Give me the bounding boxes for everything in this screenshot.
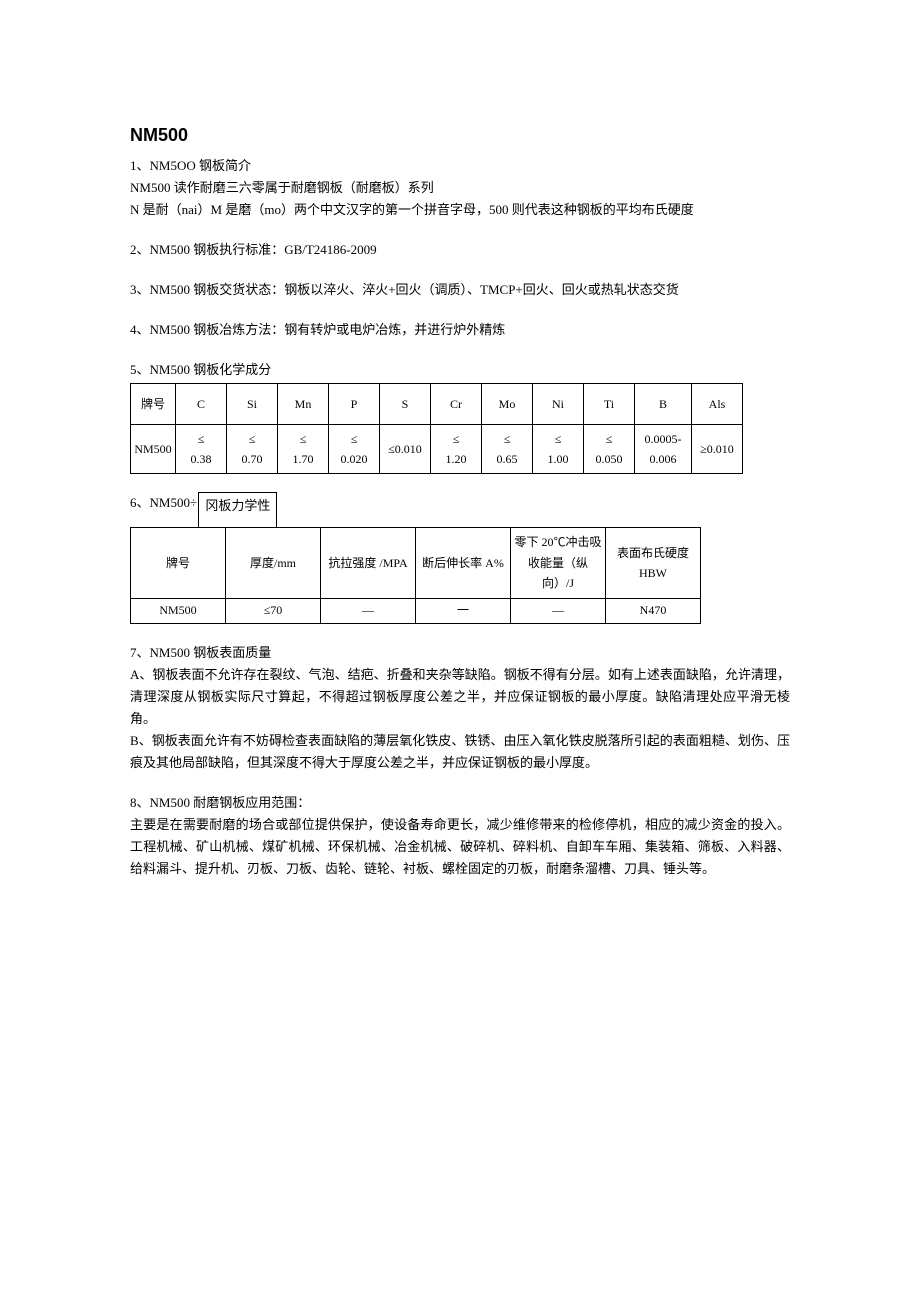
sec7-a: A、钢板表面不允许存在裂纹、气泡、结疤、折叠和夹杂等缺陷。钢板不得有分层。如有上…: [130, 664, 790, 730]
sec1-line1: NM500 读作耐磨三六零属于耐磨钢板（耐磨板）系列: [130, 177, 790, 199]
table-cell: ≤70: [226, 598, 321, 623]
table-header-cell: 零下 20℃冲击吸收能量（纵向）/J: [511, 528, 606, 598]
sec1-heading: 1、NM5OO 钢板简介: [130, 155, 790, 177]
sec6-boxtext: 冈板力学性: [198, 492, 277, 528]
sec6-heading-wrap: 6、NM500÷ 冈板力学性: [130, 492, 790, 528]
sec4: 4、NM500 钢板冶炼方法：钢有转炉或电炉冶炼，并进行炉外精炼: [130, 319, 790, 341]
table-cell: —: [511, 598, 606, 623]
table-row: NM500≤70—一—N470: [131, 598, 701, 623]
table-cell: ≤0.050: [584, 425, 635, 474]
table-header-row: 牌号CSiMnPSCrMoNiTiBAls: [131, 384, 743, 425]
table-header-cell: 表面布氏硬度 HBW: [606, 528, 701, 598]
sec5-heading: 5、NM500 钢板化学成分: [130, 359, 790, 381]
table-header-cell: S: [380, 384, 431, 425]
table-cell: NM500: [131, 598, 226, 623]
table-cell: 一: [416, 598, 511, 623]
mechanical-properties-table: 牌号厚度/mm抗拉强度 /MPA断后伸长率 A%零下 20℃冲击吸收能量（纵向）…: [130, 527, 701, 623]
table-header-cell: Si: [227, 384, 278, 425]
table-header-cell: P: [329, 384, 380, 425]
table-cell: ≤1.20: [431, 425, 482, 474]
table-header-cell: Cr: [431, 384, 482, 425]
table-cell: ≤0.70: [227, 425, 278, 474]
table-cell: ≤0.020: [329, 425, 380, 474]
sec8-body: 主要是在需要耐磨的场合或部位提供保护，使设备寿命更长，减少维修带来的检修停机，相…: [130, 814, 790, 880]
table-cell: NM500: [131, 425, 176, 474]
table-header-row: 牌号厚度/mm抗拉强度 /MPA断后伸长率 A%零下 20℃冲击吸收能量（纵向）…: [131, 528, 701, 598]
page-title: NM500: [130, 120, 790, 151]
sec2: 2、NM500 钢板执行标准：GB/T24186-2009: [130, 239, 790, 261]
table-cell: ≥0.010: [692, 425, 743, 474]
table-row: NM500≤0.38≤0.70≤1.70≤0.020≤0.010≤1.20≤0.…: [131, 425, 743, 474]
chemical-composition-table: 牌号CSiMnPSCrMoNiTiBAls NM500≤0.38≤0.70≤1.…: [130, 383, 743, 474]
document-page: NM500 1、NM5OO 钢板简介 NM500 读作耐磨三六零属于耐磨钢板（耐…: [0, 0, 920, 940]
table-cell: ≤0.010: [380, 425, 431, 474]
table-header-cell: Als: [692, 384, 743, 425]
table-header-cell: 断后伸长率 A%: [416, 528, 511, 598]
table-cell: ≤0.65: [482, 425, 533, 474]
sec1-line2: N 是耐（nai）M 是磨（mo）两个中文汉字的第一个拼音字母，500 则代表这…: [130, 199, 790, 221]
table-cell: N470: [606, 598, 701, 623]
sec3: 3、NM500 钢板交货状态：钢板以淬火、淬火+回火（调质）、TMCP+回火、回…: [130, 279, 790, 301]
table-header-cell: 牌号: [131, 384, 176, 425]
sec8-heading: 8、NM500 耐磨钢板应用范围：: [130, 792, 790, 814]
table-cell: ≤1.00: [533, 425, 584, 474]
table-cell: ≤1.70: [278, 425, 329, 474]
table-header-cell: Mo: [482, 384, 533, 425]
table-header-cell: B: [635, 384, 692, 425]
table-header-cell: Ni: [533, 384, 584, 425]
table-header-cell: 厚度/mm: [226, 528, 321, 598]
sec6-prefix: 6、NM500÷: [130, 495, 197, 510]
table-header-cell: C: [176, 384, 227, 425]
table-header-cell: Mn: [278, 384, 329, 425]
table-cell: ≤0.38: [176, 425, 227, 474]
table-header-cell: 抗拉强度 /MPA: [321, 528, 416, 598]
sec7-b: B、钢板表面允许有不妨碍检查表面缺陷的薄层氧化铁皮、铁锈、由压入氧化铁皮脱落所引…: [130, 730, 790, 774]
table-cell: 0.0005-0.006: [635, 425, 692, 474]
table-header-cell: 牌号: [131, 528, 226, 598]
table-header-cell: Ti: [584, 384, 635, 425]
table-cell: —: [321, 598, 416, 623]
sec7-heading: 7、NM500 钢板表面质量: [130, 642, 790, 664]
